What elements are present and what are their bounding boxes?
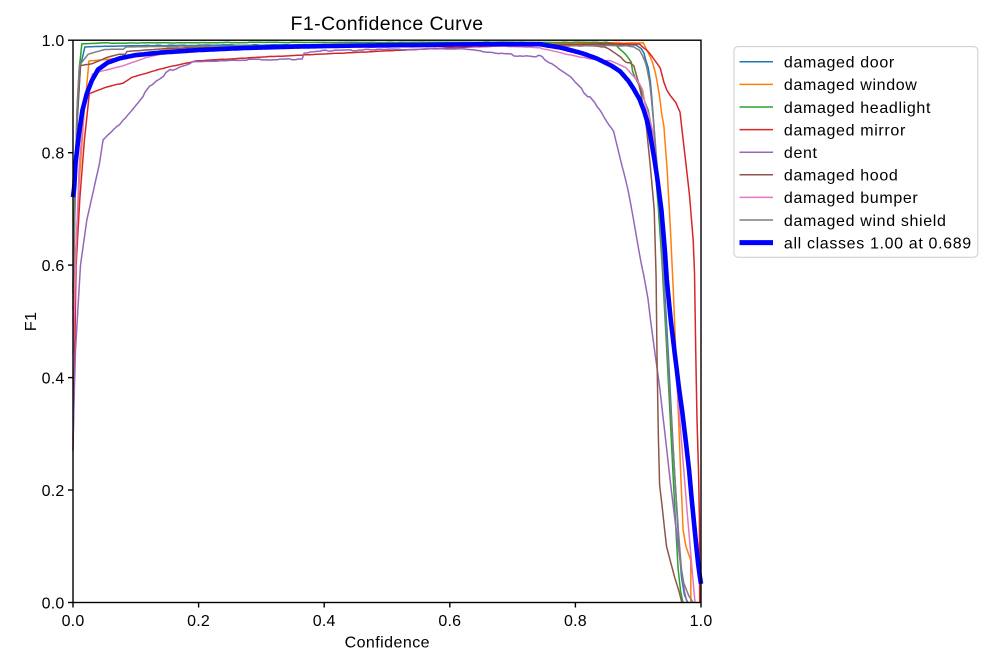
svg-text:0.8: 0.8 [564, 613, 587, 630]
svg-text:0.0: 0.0 [62, 613, 85, 630]
svg-text:Confidence: Confidence [345, 635, 430, 652]
svg-text:dent: dent [784, 145, 818, 162]
svg-text:0.6: 0.6 [438, 613, 461, 630]
svg-text:damaged bumper: damaged bumper [784, 190, 919, 207]
svg-text:F1-Confidence Curve: F1-Confidence Curve [291, 13, 484, 35]
svg-text:damaged hood: damaged hood [784, 168, 899, 185]
svg-text:0.4: 0.4 [42, 370, 65, 387]
svg-text:1.0: 1.0 [42, 33, 65, 50]
svg-text:damaged mirror: damaged mirror [784, 122, 906, 139]
svg-text:0.2: 0.2 [42, 483, 65, 500]
svg-text:damaged door: damaged door [784, 55, 895, 72]
svg-text:F1: F1 [23, 312, 40, 332]
svg-text:damaged window: damaged window [784, 77, 918, 94]
svg-text:0.8: 0.8 [42, 146, 65, 163]
svg-text:0.2: 0.2 [187, 613, 210, 630]
svg-text:1.0: 1.0 [690, 613, 713, 630]
svg-text:damaged wind shield: damaged wind shield [784, 213, 947, 230]
svg-text:all classes 1.00 at 0.689: all classes 1.00 at 0.689 [784, 235, 972, 252]
svg-text:0.6: 0.6 [42, 258, 65, 275]
svg-text:damaged headlight: damaged headlight [784, 100, 931, 117]
svg-text:0.0: 0.0 [42, 595, 65, 612]
svg-text:0.4: 0.4 [313, 613, 336, 630]
